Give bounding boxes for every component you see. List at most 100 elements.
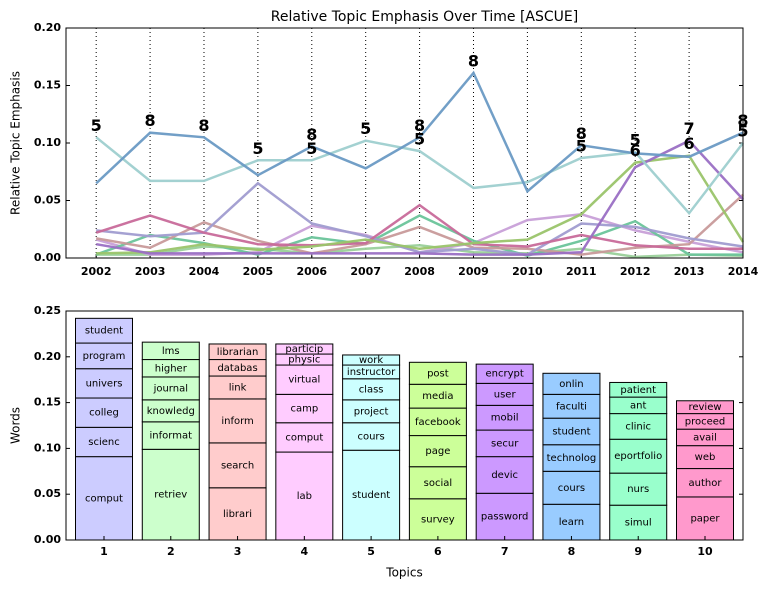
- bar-segment: [75, 426, 133, 458]
- x-tick-label: 2014: [728, 265, 759, 278]
- x-tick-label: 2011: [566, 265, 597, 278]
- bar-segment: [609, 413, 668, 440]
- segment-label: comput: [85, 493, 123, 504]
- x-tick-label: 7: [501, 545, 509, 558]
- series-line: [96, 244, 744, 259]
- series-line: [95, 203, 743, 251]
- x-tick-label: 1: [100, 545, 108, 558]
- segment-label: password: [481, 512, 528, 523]
- segment-label: work: [359, 355, 383, 366]
- segment-label: lms: [162, 346, 180, 357]
- y-tick-label: 0.00: [34, 533, 61, 546]
- annotation: 8: [306, 125, 317, 144]
- segment-label: facebook: [415, 417, 461, 428]
- segment-label: comput: [285, 432, 323, 443]
- segment-label: inform: [221, 416, 253, 427]
- segment-label: virtual: [288, 375, 320, 386]
- bar-segment: [342, 449, 401, 541]
- segment-label: simul: [625, 518, 652, 529]
- segment-label: nurs: [627, 484, 649, 495]
- bar-segment: [475, 363, 534, 384]
- segment-label: databas: [217, 363, 257, 374]
- bar-segment: [141, 341, 200, 361]
- segment-label: knowledg: [147, 406, 195, 417]
- x-tick-label: 5: [367, 545, 375, 558]
- segment-label: link: [229, 382, 247, 393]
- segment-label: camp: [290, 404, 318, 415]
- bar-segment: [208, 487, 267, 541]
- y-tick-label: 0.15: [34, 79, 61, 92]
- y-tick-label: 0.00: [34, 251, 61, 264]
- series-line: [96, 181, 744, 256]
- bar-segment: [408, 407, 467, 437]
- annotation: 8: [198, 116, 209, 135]
- x-tick-label: 3: [234, 545, 242, 558]
- segment-label: encrypt: [486, 369, 524, 380]
- annotation: 5: [576, 136, 587, 155]
- segment-label: search: [221, 460, 254, 471]
- segment-label: review: [688, 402, 721, 413]
- y-tick-label: 0.15: [34, 396, 61, 409]
- bar-segment: [342, 422, 401, 451]
- segment-label: user: [494, 389, 517, 400]
- y-tick-label: 0.10: [34, 136, 61, 149]
- y-axis-label: Relative Topic Emphasis: [9, 71, 23, 215]
- segment-label: univers: [86, 378, 123, 389]
- annotation: 5: [360, 119, 371, 138]
- bar-segment: [676, 400, 734, 415]
- x-tick-label: 2: [167, 545, 175, 558]
- y-tick-label: 0.20: [34, 350, 61, 363]
- x-tick-label: 8: [568, 545, 576, 558]
- segment-label: informat: [150, 431, 193, 442]
- segment-label: faculti: [556, 401, 587, 412]
- segment-label: secur: [491, 438, 519, 449]
- annotation: 6: [684, 134, 695, 153]
- annotation: 6: [630, 141, 641, 160]
- segment-label: ant: [630, 400, 646, 411]
- annotation: 5: [252, 139, 263, 158]
- bar-segment: [408, 361, 467, 385]
- chart-title: Relative Topic Emphasis Over Time [ASCUE…: [271, 9, 578, 25]
- bar-segment: [609, 504, 668, 541]
- bar-segment: [609, 472, 668, 506]
- x-tick-label: 2012: [620, 265, 651, 278]
- bar-segment: [475, 429, 534, 458]
- bar-segment: [676, 496, 734, 541]
- y-tick-label: 0.05: [34, 194, 61, 207]
- segment-label: class: [359, 384, 384, 395]
- segment-label: learn: [559, 517, 584, 528]
- series-line: [95, 139, 744, 256]
- segment-label: instructor: [347, 367, 396, 378]
- segment-label: eportfolio: [614, 451, 662, 462]
- x-tick-label: 2004: [189, 265, 220, 278]
- annotation: 5: [414, 130, 425, 149]
- y-tick-label: 0.25: [34, 304, 61, 317]
- bar-segment: [676, 468, 734, 498]
- bar-segment: [475, 404, 534, 431]
- series-line: [95, 193, 744, 256]
- segment-label: devic: [491, 470, 518, 481]
- segment-label: program: [83, 351, 126, 362]
- plot-frame: [65, 27, 744, 259]
- segment-label: librari: [223, 509, 252, 520]
- segment-label: project: [354, 406, 389, 417]
- bar-segment: [141, 448, 200, 541]
- segment-label: web: [695, 452, 716, 463]
- bar-segment: [475, 492, 534, 541]
- bar-segment: [141, 421, 200, 450]
- segment-label: student: [552, 426, 590, 437]
- segment-label: technolog: [547, 453, 597, 464]
- annotation: 8: [414, 116, 425, 135]
- segment-label: survey: [421, 514, 455, 525]
- series-line: [96, 154, 745, 255]
- bar-segment: [342, 354, 401, 366]
- x-tick-label: 2005: [243, 265, 274, 278]
- bar-segment: [609, 381, 668, 398]
- segment-label: particip: [285, 344, 323, 355]
- x-tick-label: 4: [301, 545, 309, 558]
- annotation: 5: [306, 139, 317, 158]
- annotation: 8: [576, 124, 587, 143]
- bar-segment: [208, 398, 267, 444]
- segment-label: retriev: [154, 490, 187, 501]
- x-tick-label: 9: [634, 545, 642, 558]
